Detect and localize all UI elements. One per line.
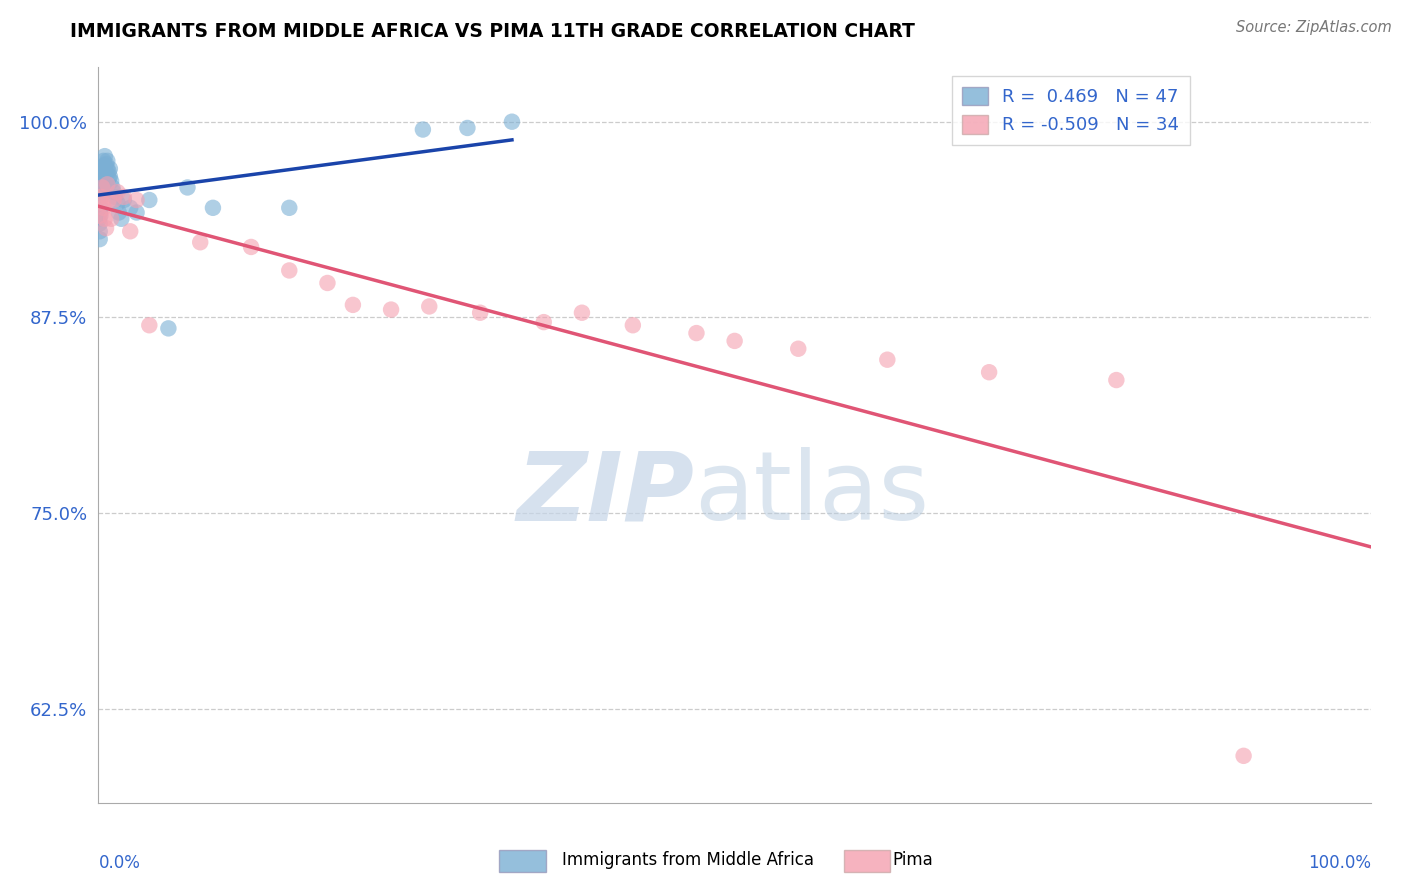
Text: 100.0%: 100.0% [1308,855,1371,872]
Point [90,180,112,194]
Point [94,149,117,163]
Point [112,190,135,204]
Point [470,306,492,320]
Point [87,211,110,226]
Point [91,180,114,194]
Point [240,240,263,254]
Point [94,221,117,235]
Point [94,165,117,179]
Text: atlas: atlas [695,447,929,541]
Point [278,201,301,215]
Point [90,190,112,204]
Text: 0.0%: 0.0% [98,855,141,872]
Text: Pima: Pima [893,851,934,869]
Point [90,174,112,188]
Point [93,169,115,184]
Point [89,217,111,231]
Point [621,318,644,333]
Point [103,193,125,207]
Point [93,178,115,192]
Point [89,224,111,238]
Point [110,211,132,226]
Point [188,235,211,250]
Point [571,306,593,320]
Point [93,153,115,168]
Point [120,201,142,215]
Point [98,161,121,176]
Point [138,318,160,333]
Point [201,201,224,215]
Point [91,196,114,211]
Point [412,122,434,136]
Point [98,169,121,184]
Point [91,169,114,184]
Point [787,342,810,356]
Point [89,205,111,219]
Point [107,205,129,219]
Point [107,196,129,211]
Point [418,300,440,314]
Point [533,315,555,329]
Point [96,153,118,168]
Point [96,178,118,192]
Point [89,232,111,246]
Text: Source: ZipAtlas.com: Source: ZipAtlas.com [1236,20,1392,35]
Point [101,180,124,194]
Point [90,190,112,204]
Point [107,185,129,199]
Point [93,161,115,176]
Point [100,211,122,226]
Point [104,190,127,204]
Point [278,263,301,277]
Text: ZIP: ZIP [516,447,695,541]
Point [97,165,120,179]
Point [876,352,898,367]
Point [120,224,142,238]
Y-axis label: 11th Grade: 11th Grade [0,384,6,486]
Point [100,174,122,188]
Point [125,205,148,219]
Point [94,157,117,171]
Point [94,159,117,173]
Text: IMMIGRANTS FROM MIDDLE AFRICA VS PIMA 11TH GRADE CORRELATION CHART: IMMIGRANTS FROM MIDDLE AFRICA VS PIMA 11… [70,22,915,41]
Point [456,120,478,135]
Point [97,171,120,186]
Point [89,209,111,223]
Point [1233,748,1256,763]
Point [125,193,148,207]
Point [93,201,115,215]
Point [94,165,117,179]
Point [90,201,112,215]
Point [380,302,402,317]
Point [103,185,125,199]
Point [91,178,114,192]
Point [685,326,707,340]
Text: Immigrants from Middle Africa: Immigrants from Middle Africa [562,851,814,869]
Point [112,193,135,207]
Point [157,321,180,335]
Point [501,114,523,128]
Legend: R =  0.469   N = 47, R = -0.509   N = 34: R = 0.469 N = 47, R = -0.509 N = 34 [952,76,1189,145]
Point [342,298,364,312]
Point [316,276,339,290]
Point [96,161,118,176]
Point [91,161,114,176]
Point [91,185,114,199]
Point [138,193,160,207]
Point [979,365,1001,379]
Point [1105,373,1128,387]
Point [89,209,111,223]
Point [723,334,745,348]
Point [94,211,117,226]
Point [176,180,198,194]
Point [97,193,120,207]
